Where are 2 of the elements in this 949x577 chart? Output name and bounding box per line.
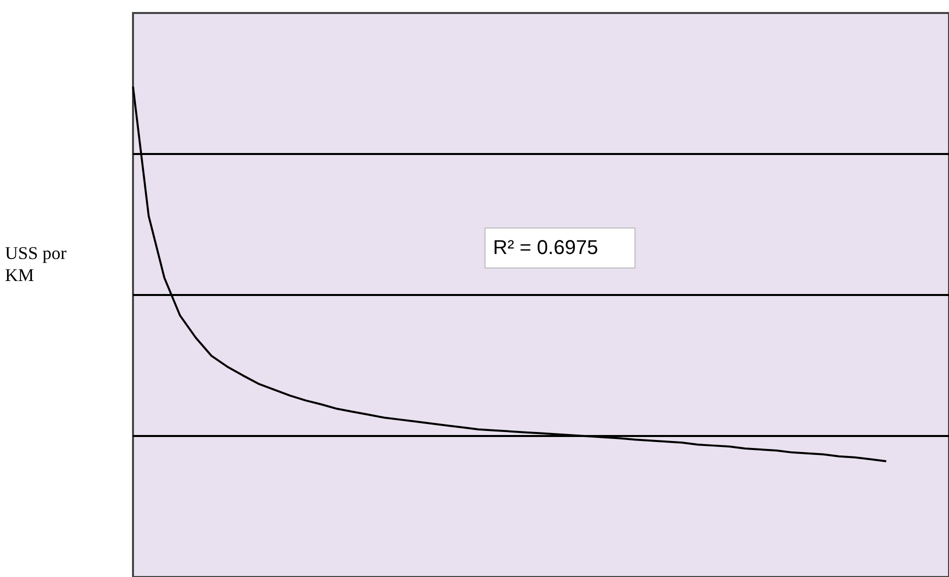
annotation: R² = 0.6975 bbox=[493, 237, 598, 259]
y-axis-title: USS por KM bbox=[5, 243, 67, 285]
